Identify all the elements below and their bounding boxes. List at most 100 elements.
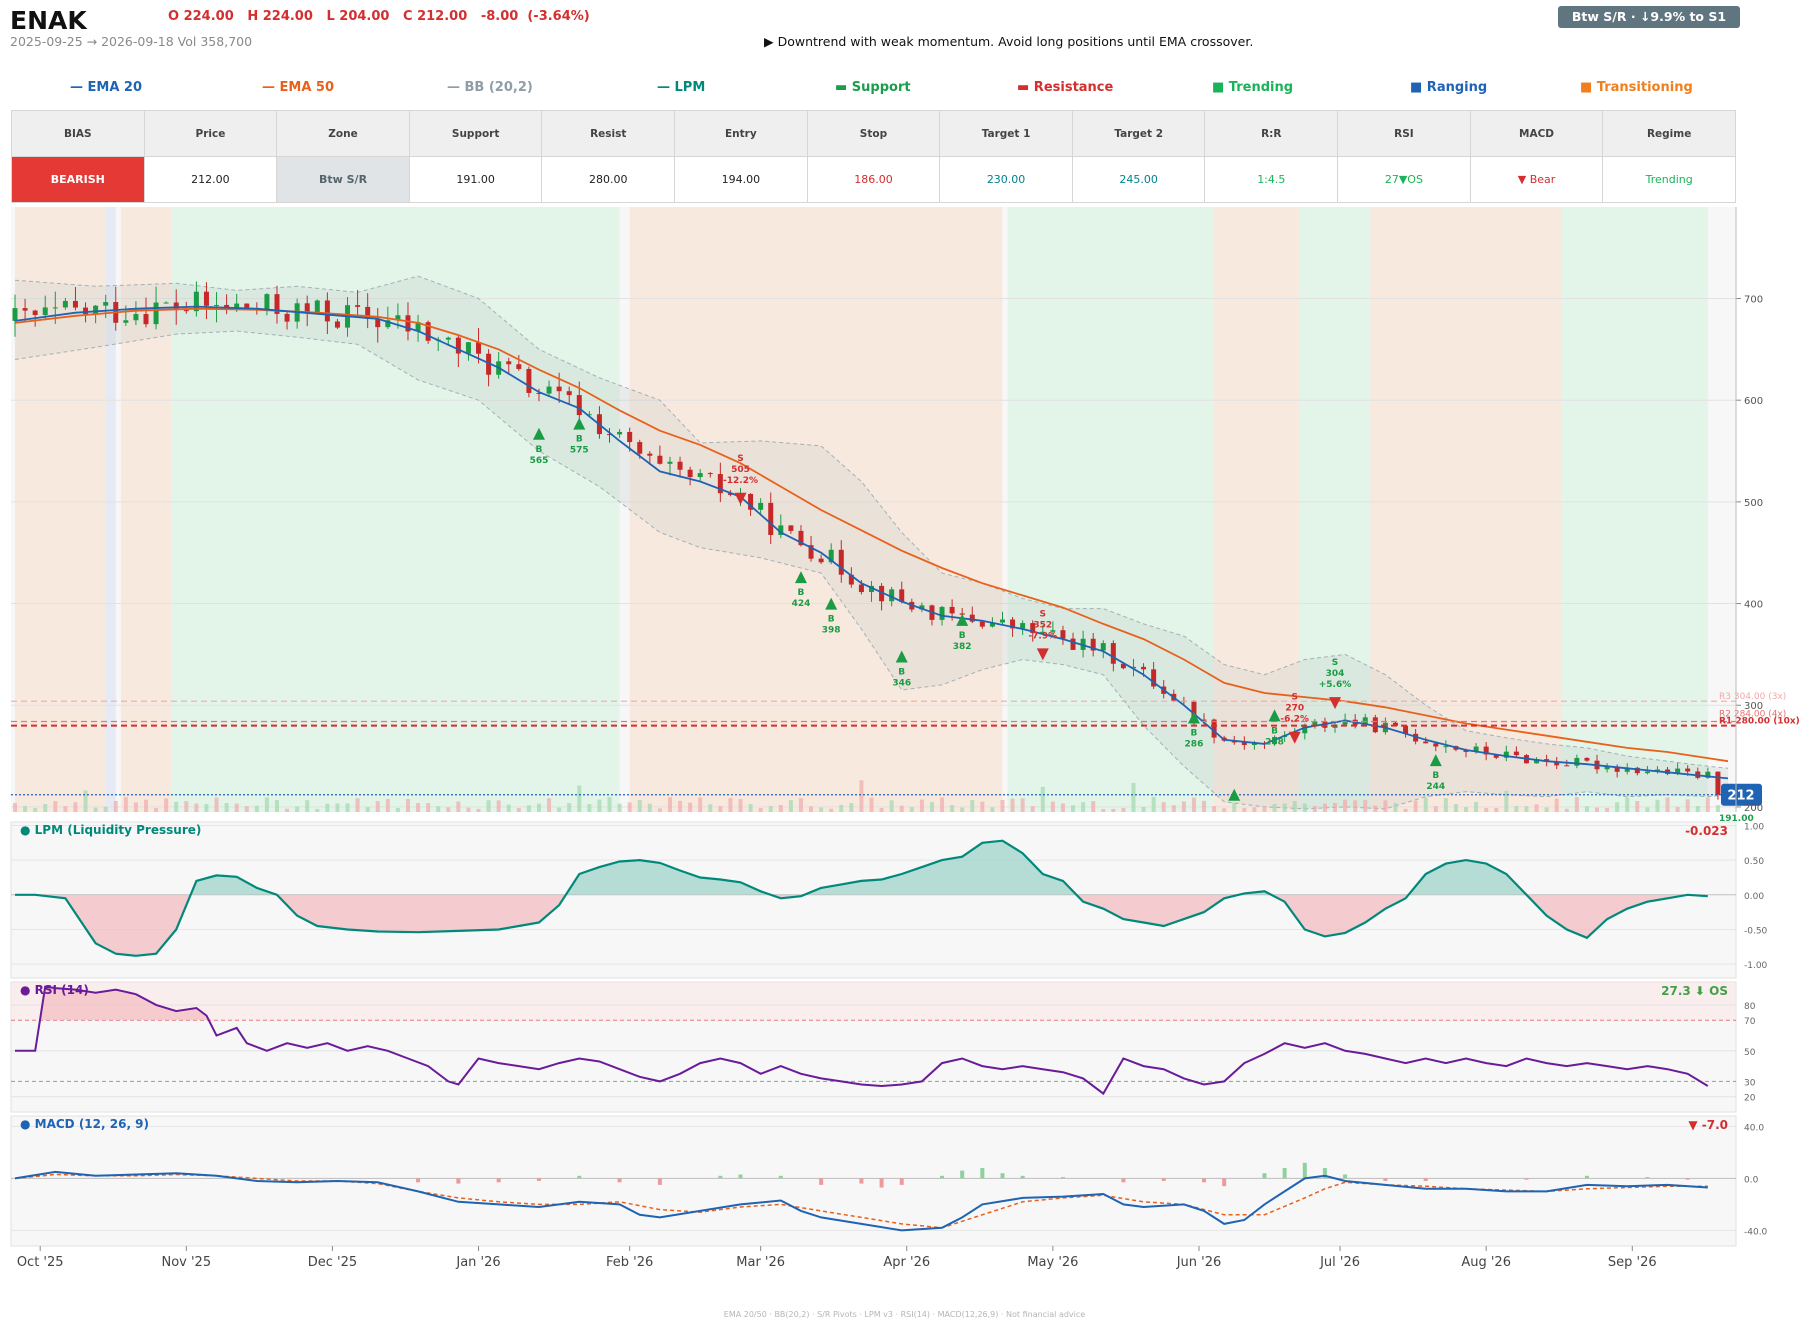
- volume-bar: [990, 807, 995, 812]
- volume-bar: [123, 797, 128, 812]
- candle-body: [314, 300, 320, 313]
- volume-bar: [194, 803, 199, 812]
- candle-body: [163, 302, 169, 304]
- volume-bar: [1544, 807, 1549, 812]
- lpm-title: ● LPM (Liquidity Pressure): [20, 823, 201, 837]
- candle-body: [264, 294, 270, 310]
- table-header-cell: Resist: [541, 110, 676, 157]
- volume-bar: [1141, 806, 1146, 812]
- signal-message: ▶ Downtrend with weak momentum. Avoid lo…: [764, 34, 1254, 49]
- candle-body: [1624, 767, 1630, 772]
- buy-signal-label: B: [828, 615, 835, 625]
- volume-bar: [1504, 790, 1509, 812]
- buy-signal-marker: [1429, 754, 1442, 767]
- volume-bar: [274, 800, 279, 812]
- candle-body: [1604, 766, 1610, 770]
- buy-signal-marker: [956, 613, 969, 626]
- candle-body: [778, 525, 784, 535]
- bollinger-band-fill: [15, 276, 1728, 809]
- lpm-y-tick: 0.00: [1744, 892, 1764, 902]
- candle-body: [969, 614, 975, 622]
- resistance-level-label: R3 304.00 (3x): [1719, 692, 1786, 702]
- candle-body: [949, 606, 955, 614]
- lpm-y-tick: 0.50: [1744, 857, 1764, 867]
- candle-body: [203, 291, 209, 306]
- candle-body: [143, 314, 149, 325]
- volume-bar: [355, 798, 360, 812]
- macd-histogram-bar: [718, 1175, 723, 1179]
- candle-body: [1423, 741, 1429, 744]
- volume-bar: [174, 801, 179, 812]
- candle-body: [1483, 746, 1489, 755]
- sell-signal-label: S: [1332, 658, 1338, 668]
- volume-bar: [1484, 807, 1489, 812]
- candle-body: [304, 303, 310, 313]
- candle-body: [919, 605, 925, 610]
- candle-body: [1403, 725, 1409, 734]
- volume-bar: [607, 797, 612, 812]
- volume-bar: [1272, 804, 1277, 812]
- buy-signal-marker: [573, 417, 586, 430]
- candle-body: [1010, 619, 1016, 629]
- candle-body: [103, 302, 109, 306]
- volume-bar: [1605, 807, 1610, 812]
- x-tick-label: Jul '26: [1319, 1255, 1360, 1270]
- table-header-cell: Zone: [276, 110, 410, 157]
- sell-signal-price: 352: [1033, 620, 1052, 630]
- volume-bar: [1433, 806, 1438, 812]
- candle-body: [93, 305, 99, 315]
- table-value-cell: 280.00: [541, 156, 676, 203]
- table-header-cell: Support: [408, 110, 543, 157]
- candle-body: [405, 315, 411, 332]
- macd-histogram-bar: [738, 1174, 743, 1179]
- volume-bar: [819, 807, 824, 812]
- buy-signal-price: 398: [822, 626, 841, 636]
- volume-bar: [466, 807, 471, 812]
- candle-body: [707, 473, 713, 475]
- resistance-level-label: R1 280.00 (10x): [1719, 717, 1800, 727]
- volume-bar: [1373, 805, 1378, 812]
- macd-histogram-bar: [1524, 1178, 1529, 1180]
- candle-body: [1070, 638, 1076, 650]
- table-header-cell: RSI: [1337, 110, 1471, 157]
- volume-bar: [93, 807, 98, 812]
- macd-histogram-bar: [819, 1178, 824, 1185]
- candle-body: [425, 322, 431, 341]
- table-value-cell: Btw S/R: [276, 156, 410, 203]
- sell-signal-change: +5.6%: [1319, 680, 1352, 690]
- legend-item-8: ■ Transitioning: [1580, 80, 1693, 95]
- x-tick-label: Sep '26: [1608, 1255, 1657, 1270]
- buy-signal-price: 286: [1185, 739, 1204, 749]
- volume-bar: [667, 797, 672, 812]
- volume-bar: [809, 806, 814, 812]
- volume-bar: [617, 803, 622, 812]
- volume-bar: [1393, 803, 1398, 812]
- volume-bar: [1665, 797, 1670, 812]
- candle-body: [848, 574, 854, 585]
- candle-body: [1433, 743, 1439, 747]
- volume-bar: [950, 804, 955, 812]
- candle-body: [999, 619, 1005, 623]
- candle-body: [869, 585, 874, 593]
- x-tick-label: Apr '26: [883, 1255, 930, 1270]
- candle-body: [486, 353, 492, 375]
- volume-bar: [143, 799, 148, 812]
- volume-bar: [1655, 799, 1660, 812]
- buy-signal-label: B: [1191, 728, 1198, 738]
- x-tick-label: Mar '26: [736, 1255, 785, 1270]
- volume-bar: [1685, 799, 1690, 812]
- volume-bar: [496, 800, 501, 812]
- volume-bar: [295, 806, 300, 812]
- rsi-line: [15, 985, 1709, 1096]
- macd-current-value: ▼ -7.0: [1688, 1118, 1728, 1132]
- candle-body: [1513, 751, 1519, 756]
- ema20-line: [14, 305, 1729, 780]
- candle-body: [858, 584, 864, 593]
- candle-body: [1100, 643, 1106, 651]
- candle-body: [1211, 719, 1217, 738]
- volume-bar: [53, 801, 58, 812]
- volume-bar: [1020, 798, 1025, 812]
- candle-body: [365, 306, 371, 319]
- candle-body: [1473, 746, 1479, 752]
- candle-body: [808, 545, 814, 559]
